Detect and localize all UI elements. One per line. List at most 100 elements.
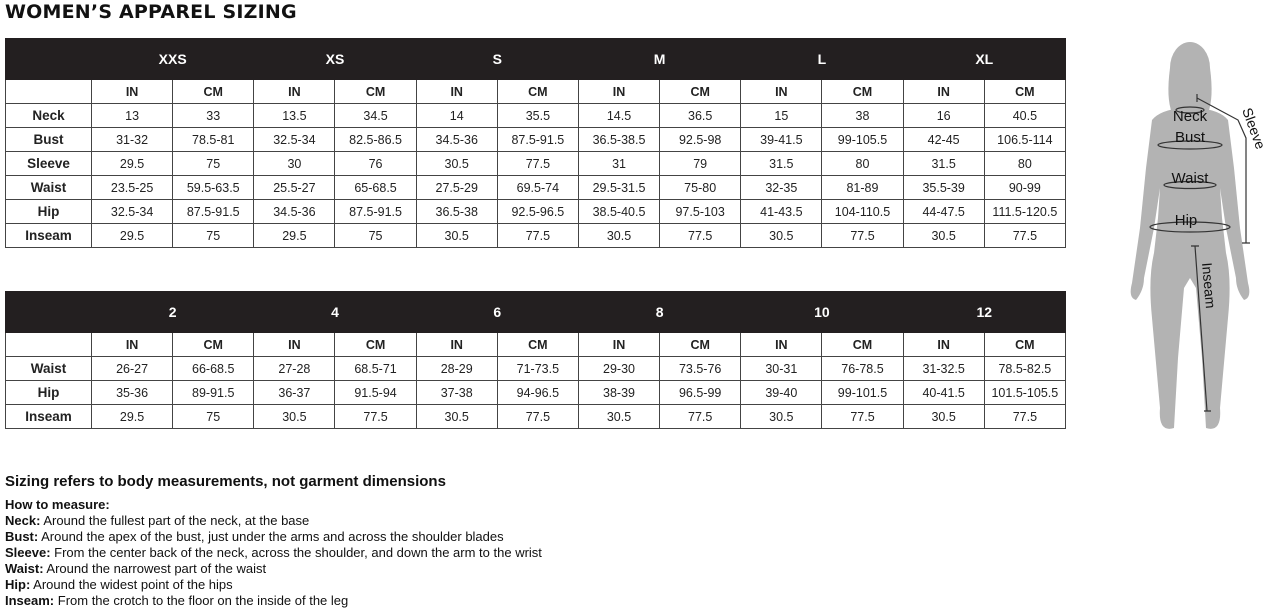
measurement-cell: 30.5 (740, 404, 823, 429)
note-item: Waist: Around the narrowest part of the … (5, 561, 542, 577)
measurement-cell: 34.5-36 (253, 199, 336, 224)
measurement-cell: 32-35 (740, 175, 823, 200)
measurement-cell: 75 (172, 404, 255, 429)
measurement-cell: 77.5 (821, 404, 904, 429)
measurement-cell: 76-78.5 (821, 356, 904, 381)
measurement-cell: 59.5-63.5 (172, 175, 255, 200)
measurement-cell: 38-39 (577, 380, 661, 405)
measurement-cell: 75 (172, 223, 255, 248)
unit-cm: CM (659, 332, 742, 357)
measurement-cell: 66-68.5 (172, 356, 255, 381)
measurement-cell: 30-31 (740, 356, 823, 381)
unit-cm: CM (334, 79, 417, 104)
measurement-cell: 77.5 (821, 223, 904, 248)
measurement-cell: 89-91.5 (172, 380, 255, 405)
measurement-cell: 81-89 (821, 175, 904, 200)
measurement-cell: 82.5-86.5 (334, 127, 417, 152)
unit-in: IN (253, 332, 336, 357)
unit-cm: CM (496, 332, 579, 357)
note-text: Around the narrowest part of the waist (43, 561, 267, 576)
unit-cm: CM (821, 79, 904, 104)
note-text: Around the apex of the bust, just under … (38, 529, 504, 544)
unit-cm: CM (983, 79, 1067, 104)
measurement-cell: 71-73.5 (496, 356, 579, 381)
measurement-cell: 80 (821, 151, 904, 176)
measurement-cell: 68.5-71 (334, 356, 417, 381)
corner-cell (5, 291, 92, 333)
measurement-cell: 34.5-36 (415, 127, 498, 152)
size-header: XXS (90, 38, 255, 80)
unit-in: IN (90, 332, 174, 357)
note-text: From the center back of the neck, across… (50, 545, 542, 560)
measurement-cell: 16 (902, 103, 985, 128)
table-row: Sleeve 29.5 75 30 76 30.5 77.5 31 79 31.5 80 31.5 80 (5, 151, 1067, 176)
row-label: Bust (5, 127, 92, 152)
unit-in: IN (902, 79, 985, 104)
measuring-notes: Sizing refers to body measurements, not … (5, 474, 542, 609)
measurement-cell: 31-32.5 (902, 356, 985, 381)
table-row: Waist 23.5-25 59.5-63.5 25.5-27 65-68.5 27.5-… (5, 175, 1067, 200)
measurement-cell: 25.5-27 (253, 175, 336, 200)
sleeve-label: Sleeve (1239, 106, 1269, 152)
measurement-cell: 27.5-29 (415, 175, 498, 200)
measurement-cell: 13.5 (253, 103, 336, 128)
note-item: Bust: Around the apex of the bust, just … (5, 529, 542, 545)
unit-in: IN (577, 332, 661, 357)
measurement-cell: 29.5 (90, 151, 174, 176)
size-header: 8 (577, 291, 742, 333)
measurement-cell: 79 (659, 151, 742, 176)
row-label: Hip (5, 380, 92, 405)
measurement-cell: 77.5 (496, 223, 579, 248)
measurement-cell: 106.5-114 (983, 127, 1067, 152)
row-label: Neck (5, 103, 92, 128)
unit-cm: CM (172, 332, 255, 357)
measurement-cell: 75 (172, 151, 255, 176)
measurement-cell: 97.5-103 (659, 199, 742, 224)
measurement-cell: 39-40 (740, 380, 823, 405)
measurement-cell: 40-41.5 (902, 380, 985, 405)
row-label: Waist (5, 356, 92, 381)
blank-cell (5, 332, 92, 357)
row-label: Sleeve (5, 151, 92, 176)
measurement-cell: 30.5 (253, 404, 336, 429)
note-term: Inseam: (5, 593, 55, 608)
alpha-size-table: XXS XS S M L XL IN CM IN CM IN CM IN CM IN CM IN CM Neck 13… (5, 38, 1067, 248)
note-item: Hip: Around the widest point of the hips (5, 577, 542, 593)
measurement-cell: 30.5 (415, 223, 498, 248)
silhouette-icon (1130, 42, 1250, 429)
table-row: Bust 31-32 78.5-81 32.5-34 82.5-86.5 34.5-36 8… (5, 127, 1067, 152)
table-row: Hip 35-36 89-91.5 36-37 91.5-94 37-38 94-96.5 3… (5, 380, 1067, 405)
measurement-cell: 30.5 (415, 151, 498, 176)
measurement-cell: 30.5 (577, 223, 661, 248)
size-header: 12 (902, 291, 1067, 333)
page-title: WOMEN’S APPAREL SIZING (5, 1, 297, 23)
measurement-cell: 35.5 (496, 103, 579, 128)
note-term: Neck: (5, 513, 41, 528)
measurement-cell: 31.5 (902, 151, 985, 176)
note-text: Around the fullest part of the neck, at … (40, 513, 310, 528)
measurement-cell: 41-43.5 (740, 199, 823, 224)
measurement-cell: 30.5 (577, 404, 661, 429)
measurement-cell: 87.5-91.5 (334, 199, 417, 224)
unit-in: IN (253, 79, 336, 104)
blank-cell (5, 79, 92, 104)
measurement-cell: 32.5-34 (253, 127, 336, 152)
measurement-cell: 87.5-91.5 (172, 199, 255, 224)
measurement-cell: 14 (415, 103, 498, 128)
measurement-cell: 38 (821, 103, 904, 128)
measurement-cell: 36.5-38 (415, 199, 498, 224)
measurement-cell: 35-36 (90, 380, 174, 405)
measurement-cell: 36.5 (659, 103, 742, 128)
unit-in: IN (415, 79, 498, 104)
measurement-cell: 13 (90, 103, 174, 128)
unit-in: IN (415, 332, 498, 357)
measurement-cell: 77.5 (334, 404, 417, 429)
measurement-cell: 77.5 (496, 151, 579, 176)
measurement-cell: 78.5-81 (172, 127, 255, 152)
table-row: Hip 32.5-34 87.5-91.5 34.5-36 87.5-91.5 36.5-… (5, 199, 1067, 224)
how-to-measure-label: How to measure: (5, 497, 110, 512)
measurement-cell: 99-101.5 (821, 380, 904, 405)
measurement-cell: 40.5 (983, 103, 1067, 128)
measurement-cell: 31 (577, 151, 661, 176)
bust-label: Bust (1175, 129, 1206, 146)
